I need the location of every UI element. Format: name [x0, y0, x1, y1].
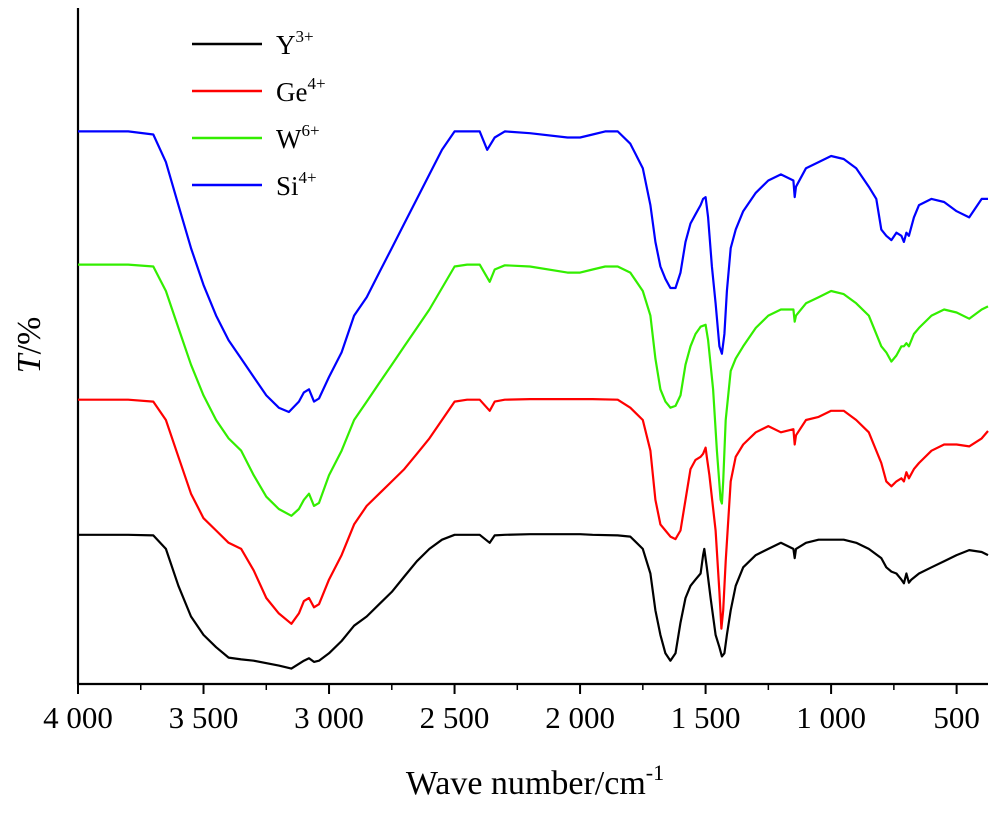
legend-label-si: Si4+ — [276, 168, 317, 201]
x-tick-label: 1 000 — [796, 700, 866, 735]
x-tick-label: 2 000 — [545, 700, 615, 735]
legend-label-w: W6+ — [276, 121, 320, 154]
series-line-w — [78, 263, 989, 517]
series-line-y — [78, 533, 989, 670]
x-tick-label: 3 000 — [294, 700, 364, 735]
x-axis-title: Wave number/cm-1 — [406, 760, 664, 802]
legend-label-y: Y3+ — [276, 27, 314, 60]
y-axis-title: T/% — [11, 317, 48, 374]
series-lines — [78, 130, 989, 670]
legend-label-ge: Ge4+ — [276, 74, 326, 107]
x-tick-label: 3 500 — [169, 700, 239, 735]
x-axis-ticks — [77, 684, 958, 694]
series-line-si — [78, 130, 988, 414]
x-tick-label: 1 500 — [671, 700, 741, 735]
legend: Y3+ Ge4+ W6+ Si4+ — [192, 27, 326, 201]
x-axis-tick-labels: 4 000 3 500 3 000 2 500 2 000 1 500 1 000 500 — [43, 700, 980, 735]
series-line-ge — [78, 398, 989, 630]
x-tick-label: 2 500 — [420, 700, 490, 735]
x-tick-label: 4 000 — [43, 700, 113, 735]
x-tick-label: 500 — [933, 700, 980, 735]
